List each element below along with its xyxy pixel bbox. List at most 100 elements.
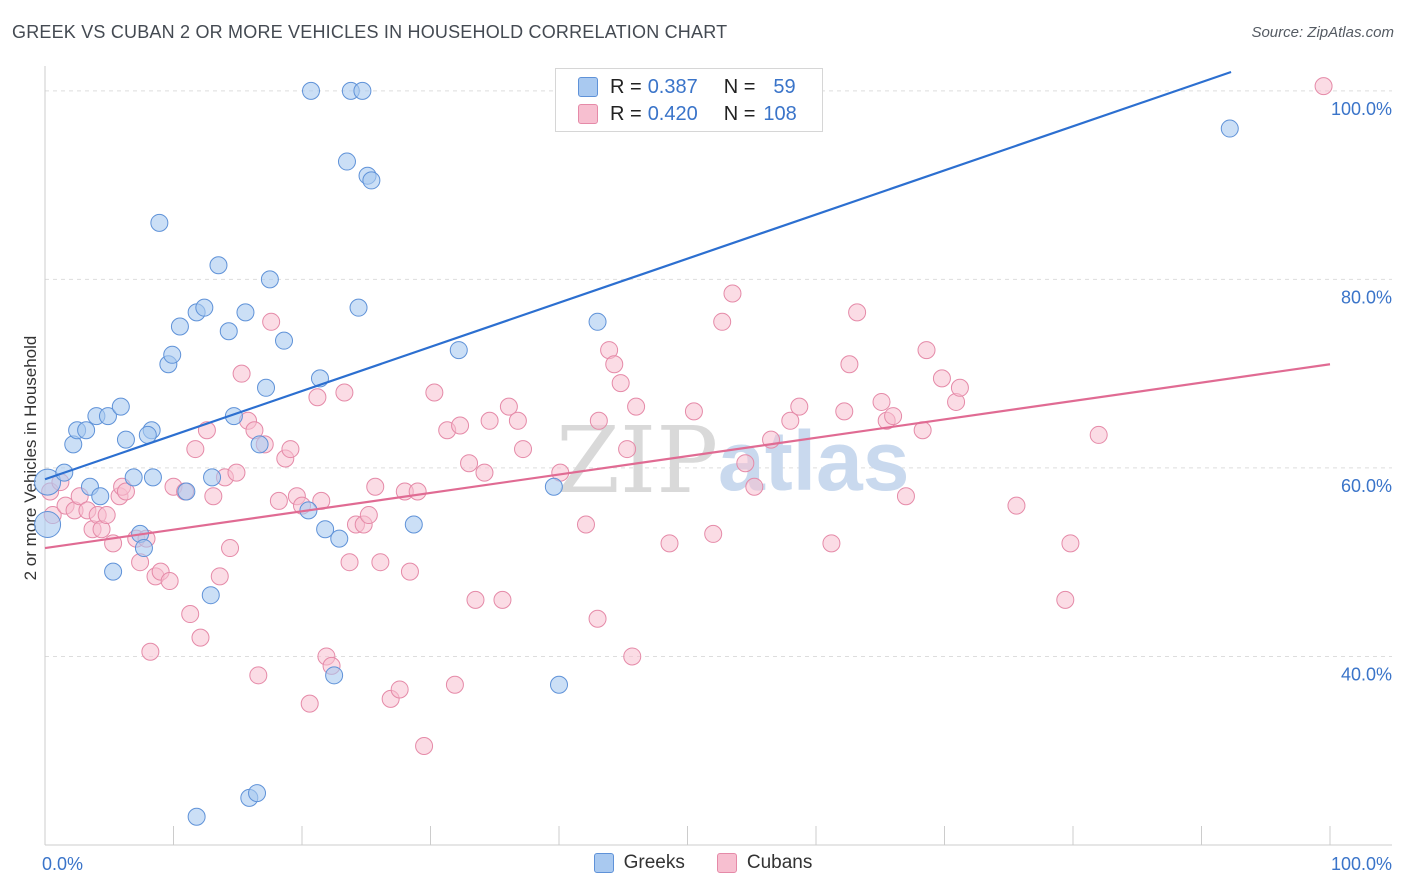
cubans-point <box>116 482 135 501</box>
greeks-point <box>544 477 563 496</box>
cubans-point <box>400 562 419 581</box>
greeks-point <box>203 468 222 487</box>
x-tick-label: 0.0% <box>42 854 83 874</box>
source-credit[interactable]: Source: ZipAtlas.com <box>1251 24 1394 41</box>
legend-item-cubans[interactable]: Cubans <box>716 852 812 874</box>
cubans-n-value: 108 <box>763 102 797 125</box>
y-tick-label: 40.0% <box>1341 664 1392 684</box>
cubans-point <box>1089 425 1108 444</box>
greeks-point <box>91 487 110 506</box>
greeks-point <box>104 562 123 581</box>
cubans-point <box>281 440 300 459</box>
cubans-point <box>932 369 951 388</box>
greeks-trend-line <box>44 70 1232 481</box>
cubans-point <box>210 567 229 586</box>
cubans-point <box>1007 496 1026 515</box>
greeks-point <box>301 81 320 100</box>
cubans-point <box>475 463 494 482</box>
cubans-point <box>390 680 409 699</box>
greeks-point <box>124 468 143 487</box>
cubans-point <box>499 397 518 416</box>
cubans-points <box>41 77 1333 756</box>
cubans-point <box>445 675 464 694</box>
cubans-point <box>191 628 210 647</box>
watermark: ZIP atlas <box>556 407 909 514</box>
cubans-point <box>872 392 891 411</box>
greeks-point <box>111 397 130 416</box>
greeks-point <box>250 435 269 454</box>
greeks-point <box>260 270 279 289</box>
cubans-point <box>1056 590 1075 609</box>
cubans-point <box>514 440 533 459</box>
greeks-point <box>337 152 356 171</box>
cubans-point <box>186 440 205 459</box>
cubans-point <box>232 364 251 383</box>
cubans-point <box>269 491 288 510</box>
cubans-point <box>460 454 479 473</box>
y-tick-label: 80.0% <box>1341 287 1392 307</box>
cubans-point <box>425 383 444 402</box>
cubans-n-label: N = <box>723 102 756 125</box>
greeks-point <box>201 586 220 605</box>
cubans-swatch <box>578 104 598 124</box>
greeks-point <box>1220 119 1239 138</box>
greeks-swatch <box>578 77 598 97</box>
greeks-point <box>449 341 468 360</box>
greeks-r-value: 0.387 <box>647 75 698 98</box>
cubans-point <box>822 534 841 553</box>
greeks-point <box>77 421 96 440</box>
legend-item-greeks[interactable]: Greeks <box>593 852 685 874</box>
greeks-n-label: N = <box>723 75 756 98</box>
cubans-point <box>308 388 327 407</box>
cubans-point <box>713 312 732 331</box>
cubans-point <box>611 374 630 393</box>
y-tick-label: 100.0% <box>1331 99 1392 119</box>
cubans-point <box>884 407 903 426</box>
cubans-point <box>781 411 800 430</box>
trend-lines <box>44 70 1331 550</box>
axes <box>44 66 1392 846</box>
cubans-point <box>249 666 268 685</box>
greeks-point <box>248 784 267 803</box>
greeks-point <box>150 213 169 232</box>
greeks-point <box>257 378 276 397</box>
greeks-point <box>143 468 162 487</box>
cubans-point <box>221 539 240 558</box>
greeks-point <box>349 298 368 317</box>
cubans-point <box>835 402 854 421</box>
cubans-point <box>359 506 378 525</box>
cubans-point <box>588 609 607 628</box>
greeks-point <box>170 317 189 336</box>
greeks-point <box>588 312 607 331</box>
cubans-point <box>1314 77 1333 96</box>
cubans-point <box>262 312 281 331</box>
y-tick-label: 60.0% <box>1341 476 1392 496</box>
chart-title: GREEK VS CUBAN 2 OR MORE VEHICLES IN HOU… <box>12 22 728 42</box>
stats-legend: R = 0.387 N = 59 R = 0.420 N = 108 <box>555 68 823 132</box>
greeks-point <box>316 520 335 539</box>
cubans-point <box>618 440 637 459</box>
cubans-point <box>408 482 427 501</box>
x-tick-label: 100.0% <box>1331 854 1392 874</box>
cubans-point <box>141 642 160 661</box>
greeks-points <box>34 81 1239 826</box>
cubans-point <box>576 515 595 534</box>
greeks-point <box>550 675 568 694</box>
cubans-point <box>160 572 179 591</box>
cubans-point <box>181 605 200 624</box>
cubans-point <box>848 303 867 322</box>
greeks-legend-label: Greeks <box>623 852 685 873</box>
cubans-point <box>917 341 936 360</box>
greeks-point <box>177 482 196 501</box>
cubans-point <box>627 397 646 416</box>
cubans-point <box>300 694 319 713</box>
greeks-point <box>325 666 344 685</box>
greeks-point <box>116 430 135 449</box>
greeks-r-label: R = <box>610 75 642 98</box>
greeks-point <box>163 345 182 364</box>
cubans-point <box>97 506 116 525</box>
cubans-point <box>451 416 470 435</box>
cubans-point <box>493 590 512 609</box>
cubans-point <box>790 397 809 416</box>
